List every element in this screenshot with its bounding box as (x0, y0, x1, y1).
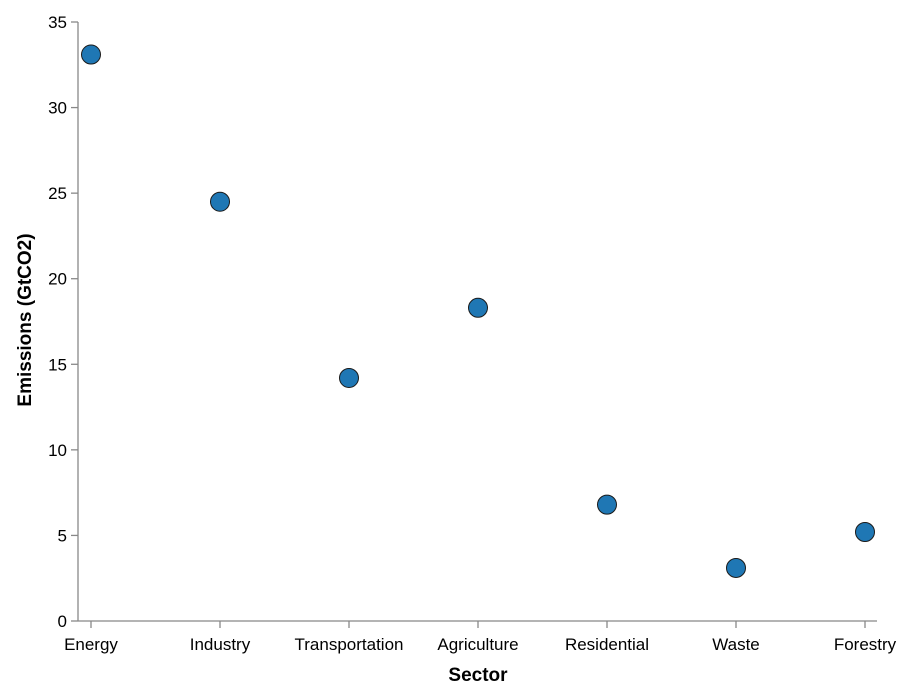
x-axis: Energy Industry Transportation Agriculture R… (64, 620, 897, 654)
x-tick-label: Waste (712, 635, 760, 654)
y-tick-label: 10 (48, 441, 67, 460)
x-tick-label: Transportation (295, 635, 404, 654)
data-point[interactable] (210, 191, 230, 212)
y-tick-label: 20 (48, 270, 67, 289)
data-point[interactable] (339, 367, 359, 388)
data-point[interactable] (468, 297, 488, 318)
y-tick-label: 30 (48, 99, 67, 118)
y-axis-title: Emissions (GtCO2) (15, 233, 36, 406)
data-points (81, 44, 875, 578)
data-point[interactable] (855, 522, 875, 543)
y-tick-label: 25 (48, 184, 67, 203)
x-tick-label: Forestry (834, 635, 897, 654)
data-point[interactable] (81, 44, 101, 65)
x-tick-label: Industry (190, 635, 251, 654)
x-tick-label: Agriculture (437, 635, 518, 654)
x-tick-label: Energy (64, 635, 118, 654)
y-axis: 0 5 10 15 20 25 30 35 (48, 13, 79, 631)
y-tick-label: 35 (48, 13, 67, 32)
data-point[interactable] (597, 494, 617, 515)
y-tick-label: 15 (48, 355, 67, 374)
x-axis-title: Sector (448, 665, 508, 686)
data-point[interactable] (726, 557, 746, 578)
x-tick-label: Residential (565, 635, 649, 654)
y-tick-label: 0 (58, 612, 67, 631)
y-tick-label: 5 (58, 526, 67, 545)
